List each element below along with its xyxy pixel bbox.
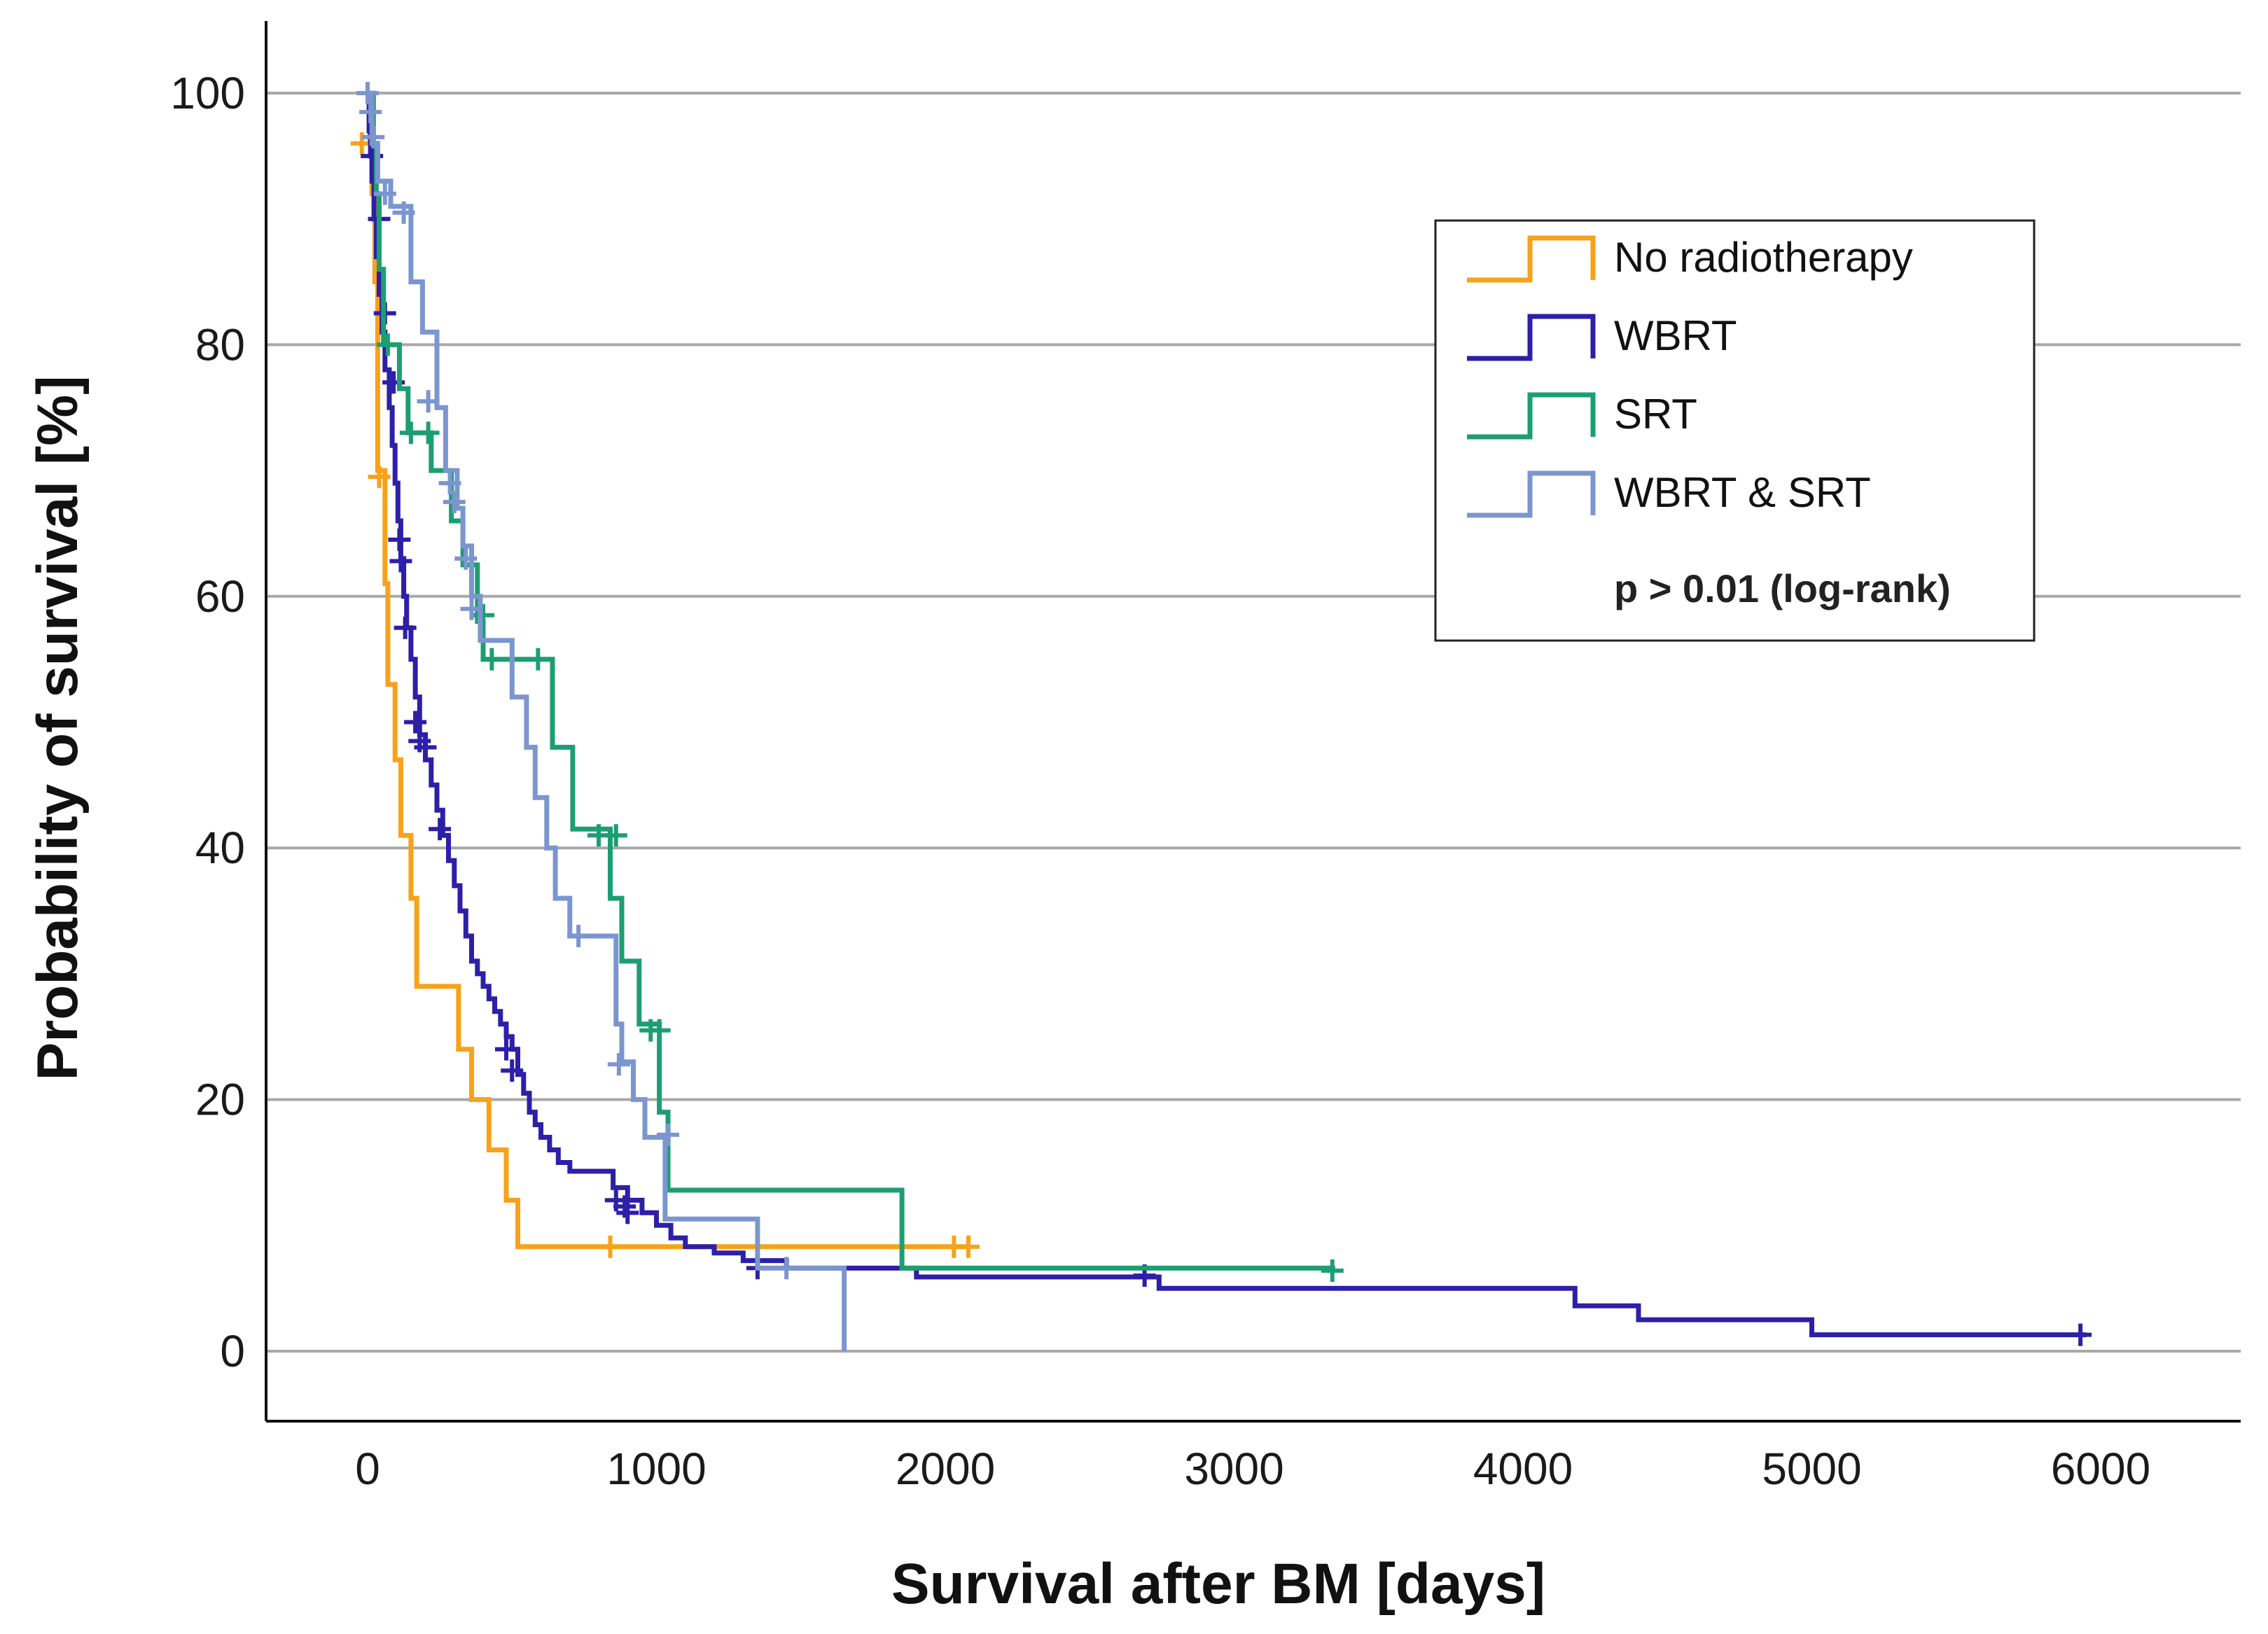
censor-mark-wbrt xyxy=(495,1038,517,1061)
censor-mark-no-radiotherapy xyxy=(957,1235,980,1258)
survival-curves xyxy=(350,82,2092,1351)
censor-mark-wbrt xyxy=(616,1201,639,1224)
censor-mark-wbrt-srt xyxy=(443,491,466,514)
legend-label-no-radiotherapy: No radiotherapy xyxy=(1614,234,1913,281)
censor-mark-wbrt-srt xyxy=(373,182,396,205)
legend-swatch-wbrt xyxy=(1467,314,1596,361)
y-tick-label: 40 xyxy=(195,823,245,873)
censor-mark-wbrt xyxy=(404,711,427,734)
axes xyxy=(265,21,2241,1423)
x-axis-title: Survival after BM [days] xyxy=(891,1552,1545,1616)
legend-label-srt: SRT xyxy=(1614,391,1697,438)
x-tick-label: 4000 xyxy=(1473,1444,1573,1494)
series-line-wbrt xyxy=(366,90,2087,1338)
censor-mark-wbrt-srt xyxy=(392,201,415,224)
legend-swatch-wbrt-srt xyxy=(1467,470,1596,518)
legend: No radiotherapy WBRT SRT WBRT & SRT p > 0.0… xyxy=(1434,219,2036,642)
censor-mark-wbrt-srt xyxy=(775,1257,798,1280)
censor-mark-wbrt xyxy=(501,1059,524,1082)
y-tick-labels: 0 20 40 60 80 100 xyxy=(170,68,245,1376)
censor-mark-srt xyxy=(604,824,627,847)
censor-mark-wbrt xyxy=(414,736,437,759)
y-tick-label: 20 xyxy=(195,1075,245,1125)
censor-mark-srt xyxy=(480,648,503,671)
censor-mark-wbrt-srt xyxy=(438,472,461,495)
censor-mark-wbrt xyxy=(394,616,417,639)
y-tick-label: 0 xyxy=(220,1326,245,1376)
censor-mark-srt xyxy=(1321,1259,1344,1282)
legend-label-wbrt-srt: WBRT & SRT xyxy=(1614,469,1871,516)
censor-mark-wbrt xyxy=(2069,1323,2092,1346)
series-line-no-radiotherapy xyxy=(367,90,968,1250)
legend-swatch-srt xyxy=(1467,392,1596,440)
legend-label-wbrt: WBRT xyxy=(1614,312,1737,359)
y-tick-label: 60 xyxy=(195,571,245,622)
censor-mark-no-radiotherapy xyxy=(368,466,391,489)
x-tick-label: 3000 xyxy=(1184,1444,1283,1494)
censor-mark-wbrt-srt xyxy=(460,597,483,620)
x-tick-label: 0 xyxy=(355,1444,380,1494)
legend-pvalue-annotation: p > 0.01 (log-rank) xyxy=(1614,566,1951,610)
censor-mark-wbrt-srt xyxy=(657,1123,679,1146)
series-line-wbrt-srt xyxy=(368,90,847,1351)
censor-mark-wbrt xyxy=(389,550,412,573)
legend-swatch-no-radiotherapy xyxy=(1467,235,1596,283)
censor-mark-wbrt xyxy=(429,818,452,841)
gridlines xyxy=(266,92,2241,1353)
censor-mark-wbrt-srt xyxy=(356,82,379,104)
censor-mark-wbrt xyxy=(388,528,411,551)
censor-mark-srt xyxy=(648,1019,671,1042)
censor-mark-srt xyxy=(376,333,399,356)
y-axis-title: Probability of survival [%] xyxy=(26,376,90,1081)
censor-mark-no-radiotherapy xyxy=(599,1235,622,1258)
x-tick-labels: 0 1000 2000 3000 4000 5000 6000 xyxy=(355,1444,2150,1494)
censor-mark-wbrt-srt xyxy=(454,547,478,570)
censor-mark-srt xyxy=(472,603,494,627)
censor-mark-wbrt-srt xyxy=(362,125,385,148)
y-tick-label: 100 xyxy=(170,68,245,118)
x-tick-label: 2000 xyxy=(896,1444,995,1494)
censor-mark-wbrt-srt xyxy=(417,390,440,413)
y-tick-label: 80 xyxy=(195,319,245,370)
x-tick-label: 5000 xyxy=(1762,1444,1861,1494)
legend-box xyxy=(1434,219,2036,642)
censor-mark-wbrt-srt xyxy=(359,100,382,123)
censor-mark-srt xyxy=(417,421,440,445)
x-tick-label: 6000 xyxy=(2051,1444,2150,1494)
censor-mark-wbrt-srt xyxy=(607,1053,630,1076)
x-tick-label: 1000 xyxy=(606,1444,706,1494)
censor-mark-wbrt-srt xyxy=(567,924,590,947)
censor-mark-srt xyxy=(527,648,550,671)
